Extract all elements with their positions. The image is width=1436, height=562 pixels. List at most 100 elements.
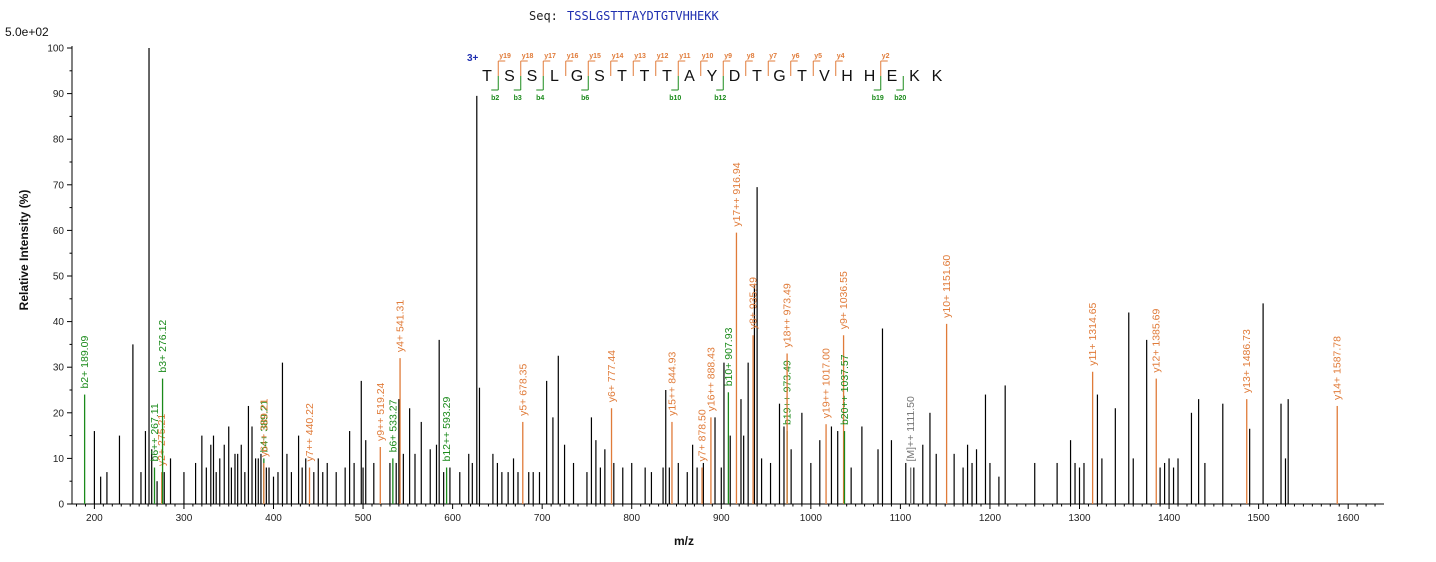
residue-letter: S — [504, 68, 515, 85]
y-ion-label: y11 — [679, 53, 690, 60]
x-tick-label: 900 — [713, 513, 730, 524]
residue-letter: S — [594, 68, 605, 85]
y-tick-label: 100 — [47, 44, 64, 55]
peak-annotation-label: y6+ 777.44 — [606, 350, 618, 402]
peak-annotation-label: y12+ 1385.69 — [1151, 309, 1163, 373]
y-tick-label: 10 — [53, 454, 65, 465]
peak-annotation-label: b10+ 907.93 — [723, 327, 735, 386]
y-ion-label: y18 — [522, 53, 534, 60]
residue-letter: H — [864, 68, 876, 85]
peak-annotation-label: y9++ 519.24 — [375, 382, 387, 441]
residue-letter: D — [729, 68, 741, 85]
y-ion-label: y9 — [724, 53, 732, 60]
x-tick-label: 1600 — [1337, 513, 1360, 524]
y-ion-label: y14 — [612, 53, 624, 60]
y-tick-label: 50 — [53, 272, 65, 283]
peak-annotation-label: y16++ 888.43 — [705, 347, 717, 411]
x-tick-label: 700 — [534, 513, 551, 524]
peak-annotation-label: y10+ 1151.60 — [941, 255, 953, 318]
peak-annotation-label: y5+ 678.35 — [517, 364, 529, 416]
peak-annotation-label: b4+ 389.21 — [258, 399, 270, 452]
residue-letter: T — [482, 68, 492, 85]
peak-annotation-label: y15++ 844.93 — [666, 352, 678, 416]
x-tick-label: 500 — [355, 513, 372, 524]
y-tick-label: 60 — [53, 226, 65, 237]
peak-annotation-label: b6++ 267.11 — [149, 403, 161, 461]
y-tick-label: 90 — [53, 89, 65, 100]
peak-annotation-label: y13+ 1486.73 — [1241, 329, 1253, 393]
residue-letter: E — [887, 68, 898, 85]
axes: 200 300 400 500 600 700 800 900 1000 1100 1200 1300… — [47, 44, 1384, 524]
peaks-layer — [93, 48, 1289, 504]
peak-annotation-label: y8+ 935.49 — [748, 277, 760, 329]
y-tick-label: 20 — [53, 408, 65, 419]
b-ion-label: b4 — [536, 95, 544, 102]
residue-letter: L — [550, 68, 559, 85]
residue-letter: A — [684, 68, 695, 85]
y-ion-label: y19 — [499, 53, 511, 60]
y-ion-label: y6 — [792, 53, 800, 60]
peak-annotation-label: b6+ 533.27 — [387, 399, 399, 452]
scale-label: 5.0e+02 — [5, 25, 49, 39]
y-ion-label: y16 — [567, 53, 579, 60]
y-axis-title: Relative Intensity (%) — [17, 190, 31, 311]
peak-annotation-label: y19++ 1017.00 — [821, 348, 833, 418]
y-tick-label: 70 — [53, 180, 65, 191]
peak-annotation-label: y4+ 541.31 — [395, 300, 407, 352]
x-tick-label: 1500 — [1247, 513, 1270, 524]
x-tick-label: 1200 — [979, 513, 1002, 524]
residue-letter: Y — [707, 68, 718, 85]
y-tick-label: 80 — [53, 135, 65, 146]
y-ion-label: y2 — [882, 53, 890, 60]
residue-letter: T — [662, 68, 672, 85]
y-ion-label: y10 — [702, 53, 714, 60]
residue-letter: V — [819, 68, 830, 85]
y-ion-label: y17 — [544, 53, 556, 60]
residue-letter: H — [841, 68, 853, 85]
y-ion-label: y13 — [634, 53, 646, 60]
x-tick-label: 1400 — [1158, 513, 1181, 524]
x-tick-label: 200 — [86, 513, 103, 524]
y-ion-label: y7 — [769, 53, 777, 60]
y-tick-label: 0 — [58, 500, 64, 511]
residue-letter: T — [617, 68, 627, 85]
peak-annotation-label: y7++ 440.22 — [304, 403, 316, 462]
b-ion-label: b20 — [894, 95, 906, 102]
peak-annotation-label: y18++ 973.49 — [782, 283, 794, 347]
residue-letter: T — [640, 68, 650, 85]
residue-letter: K — [932, 68, 943, 85]
y-ion-label: y15 — [589, 53, 601, 60]
residue-letter: T — [752, 68, 762, 85]
y-ion-label: y12 — [657, 53, 669, 60]
charge-state-label: 3+ — [467, 53, 479, 64]
b-ion-label: b12 — [714, 95, 726, 102]
peak-annotation-label: y7+ 878.50 — [697, 409, 709, 461]
seq-label: Seq: — [529, 9, 558, 23]
peak-annotation-label: y6++ 389.21 — [258, 398, 270, 457]
residue-letter: K — [909, 68, 920, 85]
b-ion-label: b10 — [669, 95, 681, 102]
x-tick-label: 300 — [176, 513, 193, 524]
x-tick-label: 800 — [623, 513, 640, 524]
y-ion-label: y5 — [814, 53, 822, 60]
peak-annotation-label: y17++ 916.94 — [731, 162, 743, 226]
x-tick-label: 600 — [444, 513, 461, 524]
b-ion-label: b6 — [581, 95, 589, 102]
peak-annotation-label: y14+ 1587.78 — [1332, 336, 1344, 400]
peak-annotation-label: b2+ 189.09 — [79, 336, 91, 389]
residue-letter: T — [797, 68, 807, 85]
x-tick-label: 400 — [265, 513, 282, 524]
y-ion-label: y4 — [837, 53, 845, 60]
peak-annotation-label: y11+ 1314.65 — [1087, 302, 1099, 365]
peak-annotation-label: b20++ 1037.57 — [839, 354, 851, 425]
peak-annotation-label: [M]++ 1111.50 — [905, 396, 917, 462]
x-tick-label: 1000 — [800, 513, 823, 524]
peak-annotation-label: b3+ 276.12 — [157, 320, 169, 373]
b-ion-label: b19 — [872, 95, 884, 102]
residue-letter: S — [527, 68, 538, 85]
x-tick-label: 1300 — [1068, 513, 1091, 524]
y-tick-label: 40 — [53, 317, 65, 328]
